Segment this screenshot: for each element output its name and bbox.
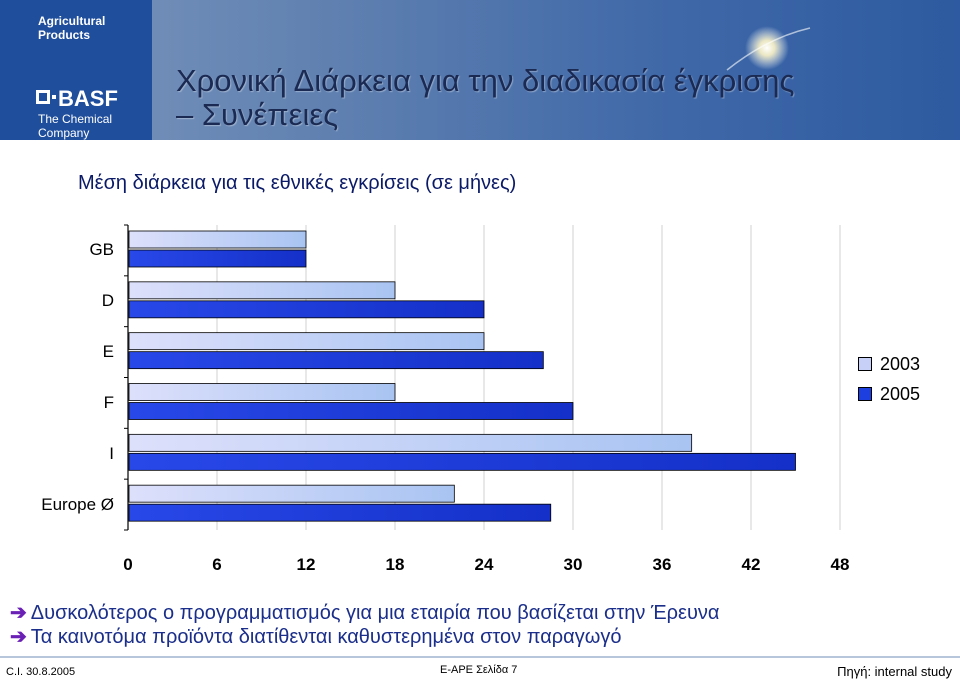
footer-center: E-APE Σελίδα 7	[440, 664, 518, 676]
brand-tagline: The Chemical Company	[38, 112, 113, 140]
sparkle-graphic	[726, 26, 811, 71]
slide-title: Χρονική Διάρκεια για την διαδικασία έγκρ…	[176, 64, 916, 132]
chart-subtitle: Μέση διάρκεια για τις εθνικές εγκρίσεις …	[78, 172, 516, 195]
bar-2005-e	[128, 351, 544, 370]
bar-2005-gb	[128, 249, 307, 268]
logo-panel: Agricultural Products BASF The Chemical …	[0, 0, 152, 140]
bar-2005-europe-	[128, 503, 552, 522]
x-tick-label: 18	[385, 555, 405, 574]
x-tick-label: 48	[830, 555, 850, 574]
division-name: Agricultural Products	[38, 14, 106, 42]
x-tick-label: 42	[741, 555, 761, 574]
category-label: D	[101, 291, 114, 311]
bar-2005-f	[128, 402, 574, 420]
footer-divider	[0, 656, 960, 658]
x-tick-label: 36	[652, 555, 672, 574]
legend-swatch-2005	[858, 387, 872, 401]
x-tick-label: 12	[296, 555, 316, 574]
brand-name: BASF	[58, 86, 118, 111]
bar-2005-i	[128, 452, 796, 471]
bullet-2: ➔ Τα καινοτόμα προϊόντα διατίθενται καθυσ…	[10, 624, 621, 649]
bar-2003-f	[128, 383, 396, 401]
x-tick-label: 24	[474, 555, 494, 574]
bullet-1: ➔ Δυσκολότερος ο προγραμματισμός για μια …	[10, 600, 719, 625]
category-label: GB	[89, 240, 114, 260]
basf-logo-icon	[36, 90, 56, 104]
footer-right: Πηγή: internal study	[837, 664, 952, 679]
subtitle-unit: (σε μήνες)	[424, 172, 517, 194]
basf-logo: BASF	[36, 86, 148, 111]
category-label: Europe Ø	[41, 494, 114, 514]
arrow-icon: ➔	[10, 602, 27, 624]
legend-label-2003: 2003	[880, 354, 921, 374]
x-tick-label: 0	[123, 555, 133, 574]
x-tick-label: 6	[212, 555, 222, 574]
arrow-icon: ➔	[10, 626, 27, 648]
bar-2003-d	[128, 281, 396, 300]
bar-2003-europe-	[128, 484, 455, 503]
category-label: I	[109, 443, 114, 463]
footer-left: C.I. 30.8.2005	[6, 666, 76, 678]
bar-2005-d	[128, 300, 485, 319]
bar-2003-e	[128, 332, 485, 351]
category-label: F	[103, 392, 114, 412]
title-line-2: – Συνέπειες	[176, 97, 339, 132]
bullet-2-text: Τα καινοτόμα προϊόντα διατίθενται καθυστ…	[30, 626, 622, 648]
header-banner: Agricultural Products BASF The Chemical …	[0, 0, 960, 140]
bar-chart	[124, 224, 841, 531]
x-tick-label: 30	[563, 555, 583, 574]
subtitle-main: Μέση διάρκεια για τις εθνικές εγκρίσεις	[78, 172, 420, 194]
bullet-1-text: Δυσκολότερος ο προγραμματισμός για μια ε…	[30, 602, 720, 624]
legend-swatch-2003	[858, 357, 872, 371]
title-line-1: Χρονική Διάρκεια για την διαδικασία έγκρ…	[176, 63, 795, 98]
bar-2003-i	[128, 433, 693, 452]
legend-label-2005: 2005	[880, 384, 921, 404]
category-label: E	[102, 342, 114, 362]
bar-2003-gb	[128, 230, 307, 249]
